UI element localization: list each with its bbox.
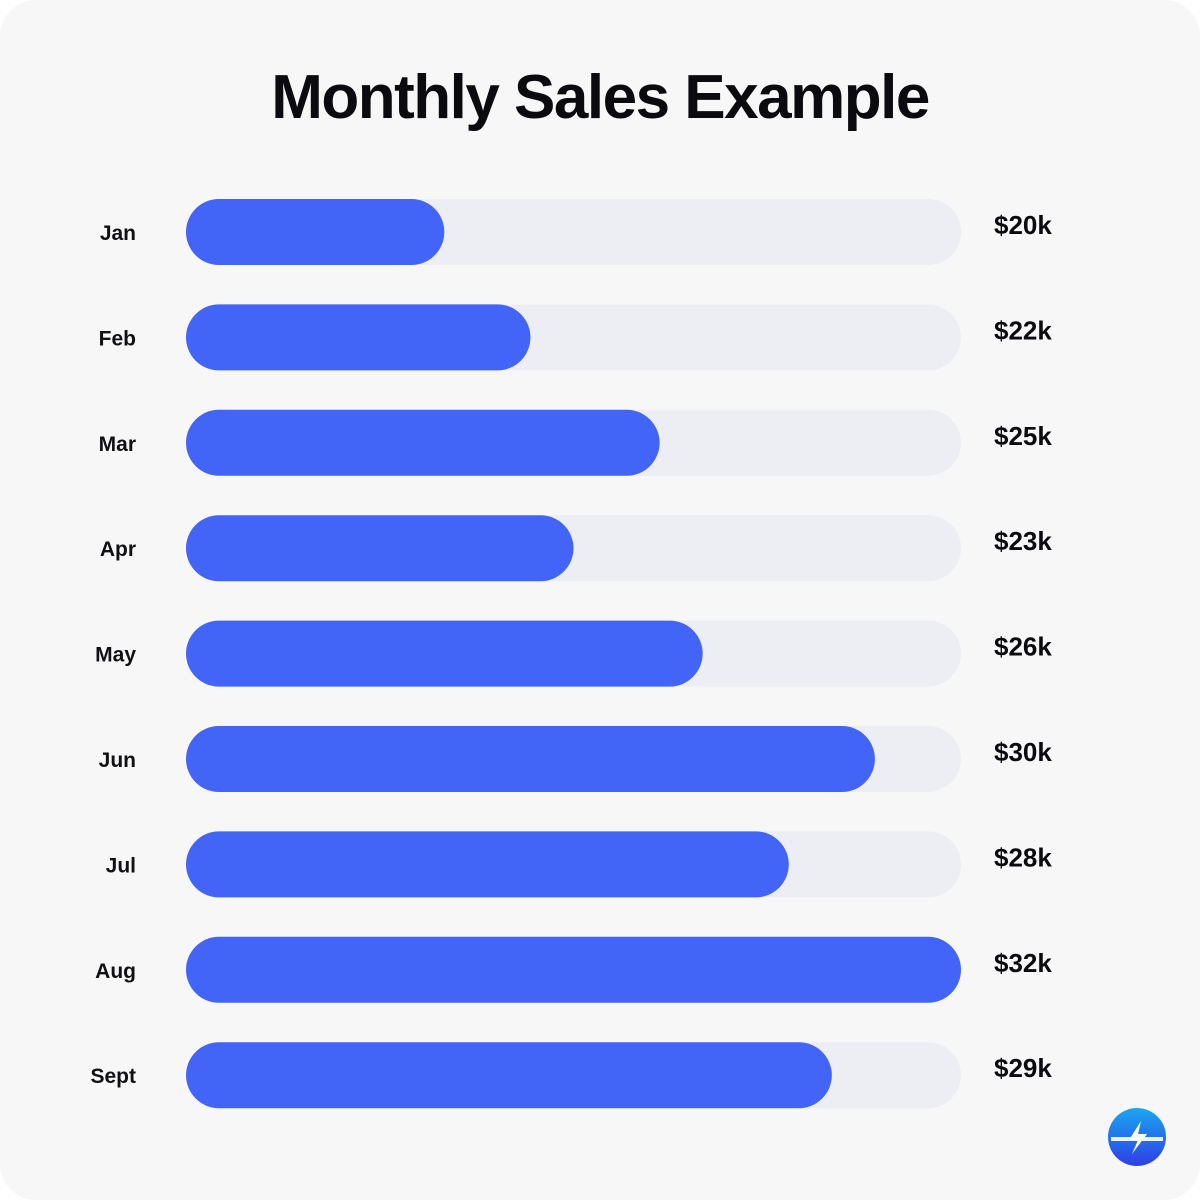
bar-jan (186, 199, 445, 265)
month-label-jul: Jul (106, 854, 136, 877)
value-label-sept: $29k (994, 1053, 1052, 1083)
bar-jun (186, 726, 875, 792)
month-label-may: May (95, 644, 136, 667)
bar-jul (186, 831, 789, 898)
bar-mar (186, 409, 660, 476)
value-label-aug: $32k (994, 948, 1052, 978)
month-label-feb: Feb (99, 327, 136, 350)
chart-title: Monthly Sales Example (271, 63, 930, 132)
month-label-apr: Apr (100, 538, 136, 561)
bar-feb (186, 304, 531, 371)
value-label-mar: $25k (994, 421, 1052, 451)
value-label-apr: $23k (994, 526, 1052, 556)
value-label-feb: $22k (994, 315, 1052, 345)
month-label-jun: Jun (99, 749, 136, 772)
bar-apr (186, 515, 574, 582)
month-label-aug: Aug (95, 960, 136, 983)
bar-may (186, 620, 703, 687)
value-label-may: $26k (994, 632, 1052, 662)
value-label-jan: $20k (994, 210, 1052, 240)
month-label-sept: Sept (90, 1065, 136, 1088)
bar-sept (186, 1042, 832, 1109)
month-label-mar: Mar (99, 433, 136, 456)
lightning-bolt-circle-icon (1108, 1108, 1166, 1166)
bar-aug (186, 936, 961, 1003)
month-label-jan: Jan (100, 222, 136, 245)
value-label-jul: $28k (994, 842, 1052, 872)
value-label-jun: $30k (994, 737, 1052, 767)
